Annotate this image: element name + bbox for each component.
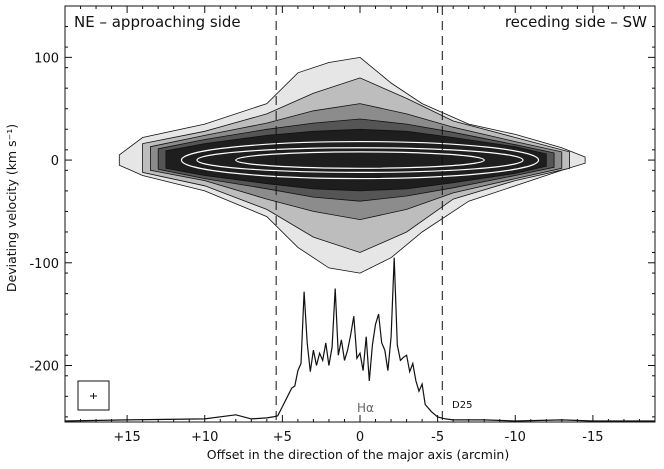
y-tick-label: -100 xyxy=(29,257,59,272)
inner-contour-2 xyxy=(196,147,524,174)
receding-side-label: receding side – SW xyxy=(505,13,647,31)
halpha-label: Hα xyxy=(357,401,374,415)
x-tick-label: -15 xyxy=(582,430,603,445)
halpha-profile-line xyxy=(64,257,655,422)
x-tick-label: -5 xyxy=(431,430,444,445)
inner-contour-1 xyxy=(180,140,540,180)
approaching-side-label: NE – approaching side xyxy=(74,13,241,31)
x-tick-label: +15 xyxy=(113,430,140,445)
x-tick-label: -10 xyxy=(505,430,526,445)
y-tick-label: 0 xyxy=(51,154,59,169)
x-tick-label: 0 xyxy=(356,430,364,445)
y-tick-label: -200 xyxy=(29,360,59,375)
inner-contour-3 xyxy=(235,151,485,169)
axis-ticks: +15 +10 +5 0 -5 -10 -15 100 0 -100 -200 xyxy=(29,5,655,445)
x-tick-label: +5 xyxy=(273,430,292,445)
x-axis-label: Offset in the direction of the major axi… xyxy=(207,447,509,462)
x-tick-label: +10 xyxy=(191,430,218,445)
beam-size-indicator xyxy=(77,380,110,411)
y-tick-label: 100 xyxy=(34,51,59,66)
y-axis-label: Deviating velocity (km s⁻¹) xyxy=(4,124,19,292)
d25-label: D25 xyxy=(452,400,472,411)
plot-area xyxy=(64,6,655,422)
